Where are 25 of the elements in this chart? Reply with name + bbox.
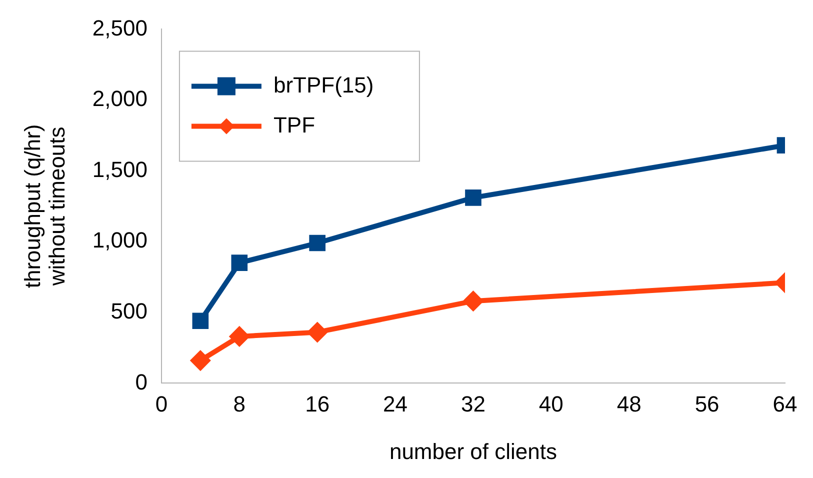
- point: [230, 326, 249, 346]
- x-tick-label: 56: [694, 391, 720, 416]
- point: [309, 234, 326, 252]
- y-tick-label: 500: [110, 298, 148, 324]
- x-tick-label: 64: [772, 391, 798, 416]
- point: [190, 351, 210, 370]
- point: [231, 254, 248, 271]
- x-tick-label: 16: [305, 391, 330, 416]
- y-tick-label: 1,000: [92, 228, 148, 253]
- y-tick-label: 1,500: [92, 156, 148, 182]
- x-tick-label: 48: [616, 391, 642, 416]
- y-tick-label: 2,500: [92, 15, 148, 40]
- y-tick-label: 0: [135, 369, 148, 394]
- legend-label: brTPF(15): [273, 72, 374, 98]
- y-tick-label: 2,000: [92, 86, 148, 112]
- x-axis-title: number of clients: [389, 438, 557, 464]
- legend-label: TPF: [273, 112, 316, 138]
- x-tick-label: 0: [155, 391, 168, 416]
- x-tick-label: 24: [383, 391, 408, 416]
- x-tick-label: 40: [538, 391, 564, 416]
- point: [308, 322, 327, 342]
- point: [192, 312, 209, 330]
- y-axis-title: throughput (q/hr) without timeouts: [20, 124, 70, 288]
- x-tick-label: 8: [233, 391, 246, 416]
- x-tick-label: 32: [460, 391, 486, 416]
